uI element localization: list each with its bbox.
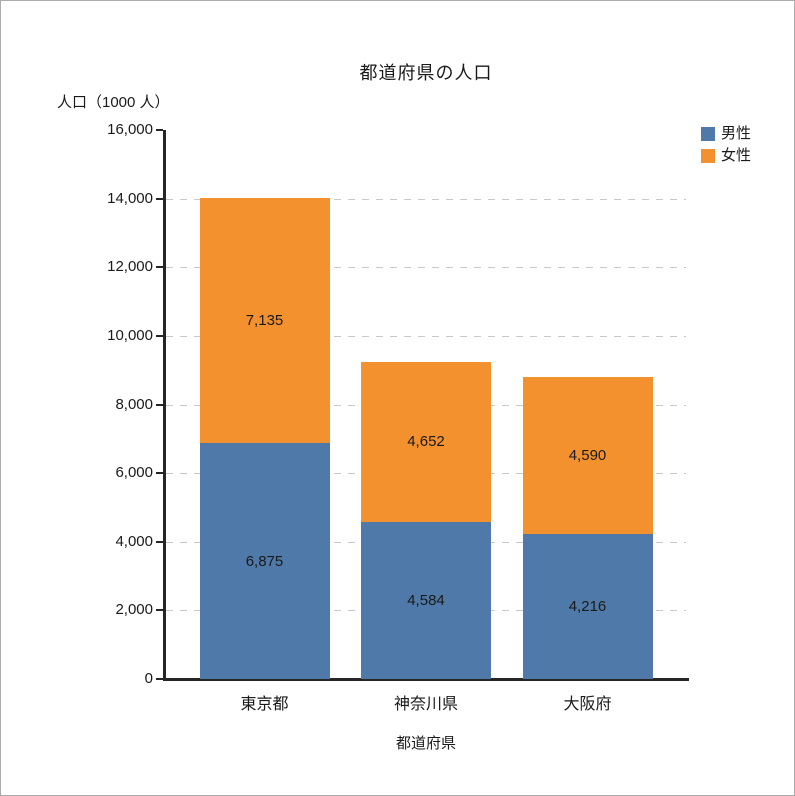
legend: 男性 女性 xyxy=(701,126,751,170)
x-axis-line xyxy=(163,678,689,681)
y-tick-mark xyxy=(156,609,163,612)
bar-segment: 7,135 xyxy=(199,198,330,444)
legend-label: 女性 xyxy=(721,147,752,164)
gridline xyxy=(166,198,686,200)
y-tick-label: 0 xyxy=(144,670,153,687)
y-tick-label: 10,000 xyxy=(107,326,153,344)
y-axis-title: 人口（1000 人） xyxy=(57,94,170,111)
bar-value-label: 4,584 xyxy=(407,591,445,609)
bar-value-label: 7,135 xyxy=(245,312,284,330)
y-tick-label: 12,000 xyxy=(107,258,153,276)
y-tick-mark xyxy=(156,472,163,475)
x-category-label: 神奈川県 xyxy=(393,696,458,713)
y-tick-mark xyxy=(156,197,163,200)
x-axis-title: 都道府県 xyxy=(395,735,456,752)
bar-segment: 4,216 xyxy=(522,534,653,679)
legend-item-female: 女性 xyxy=(701,148,751,163)
y-axis-line xyxy=(163,130,166,681)
gridline xyxy=(166,335,686,337)
y-tick-mark xyxy=(156,678,163,680)
bar-segment: 4,590 xyxy=(522,376,653,535)
female-series-swatch xyxy=(701,148,715,163)
y-tick-label: 6,000 xyxy=(115,464,153,482)
y-tick-mark xyxy=(156,540,163,543)
male-series-swatch xyxy=(701,126,715,141)
y-tick-mark xyxy=(156,403,163,406)
legend-label: 男性 xyxy=(721,125,752,142)
y-tick-mark xyxy=(156,334,163,337)
y-tick-label: 2,000 xyxy=(115,601,153,619)
plot-area: 6,875 7,135 4,584 4,652 4,216 4,590 xyxy=(166,130,686,679)
bar-segment: 6,875 xyxy=(199,443,330,679)
y-tick-mark xyxy=(156,266,163,269)
y-tick-label: 8,000 xyxy=(115,395,153,413)
y-tick-label: 4,000 xyxy=(115,532,153,550)
y-tick-label: 14,000 xyxy=(107,189,153,207)
legend-item-male: 男性 xyxy=(701,126,751,141)
bar-segment: 4,584 xyxy=(361,521,491,679)
y-tick-label: 16,000 xyxy=(107,121,153,138)
x-category-label: 大阪府 xyxy=(563,696,612,713)
x-category-label: 東京都 xyxy=(240,696,289,713)
bar-value-label: 6,875 xyxy=(245,552,284,570)
bar-segment: 4,652 xyxy=(361,362,491,522)
bar-value-label: 4,652 xyxy=(407,433,445,451)
bar-value-label: 4,590 xyxy=(568,447,607,465)
gridline xyxy=(166,267,686,269)
bar-value-label: 4,216 xyxy=(568,598,607,616)
chart-title: 都道府県の人口 xyxy=(359,63,493,83)
y-tick-mark xyxy=(156,129,163,131)
